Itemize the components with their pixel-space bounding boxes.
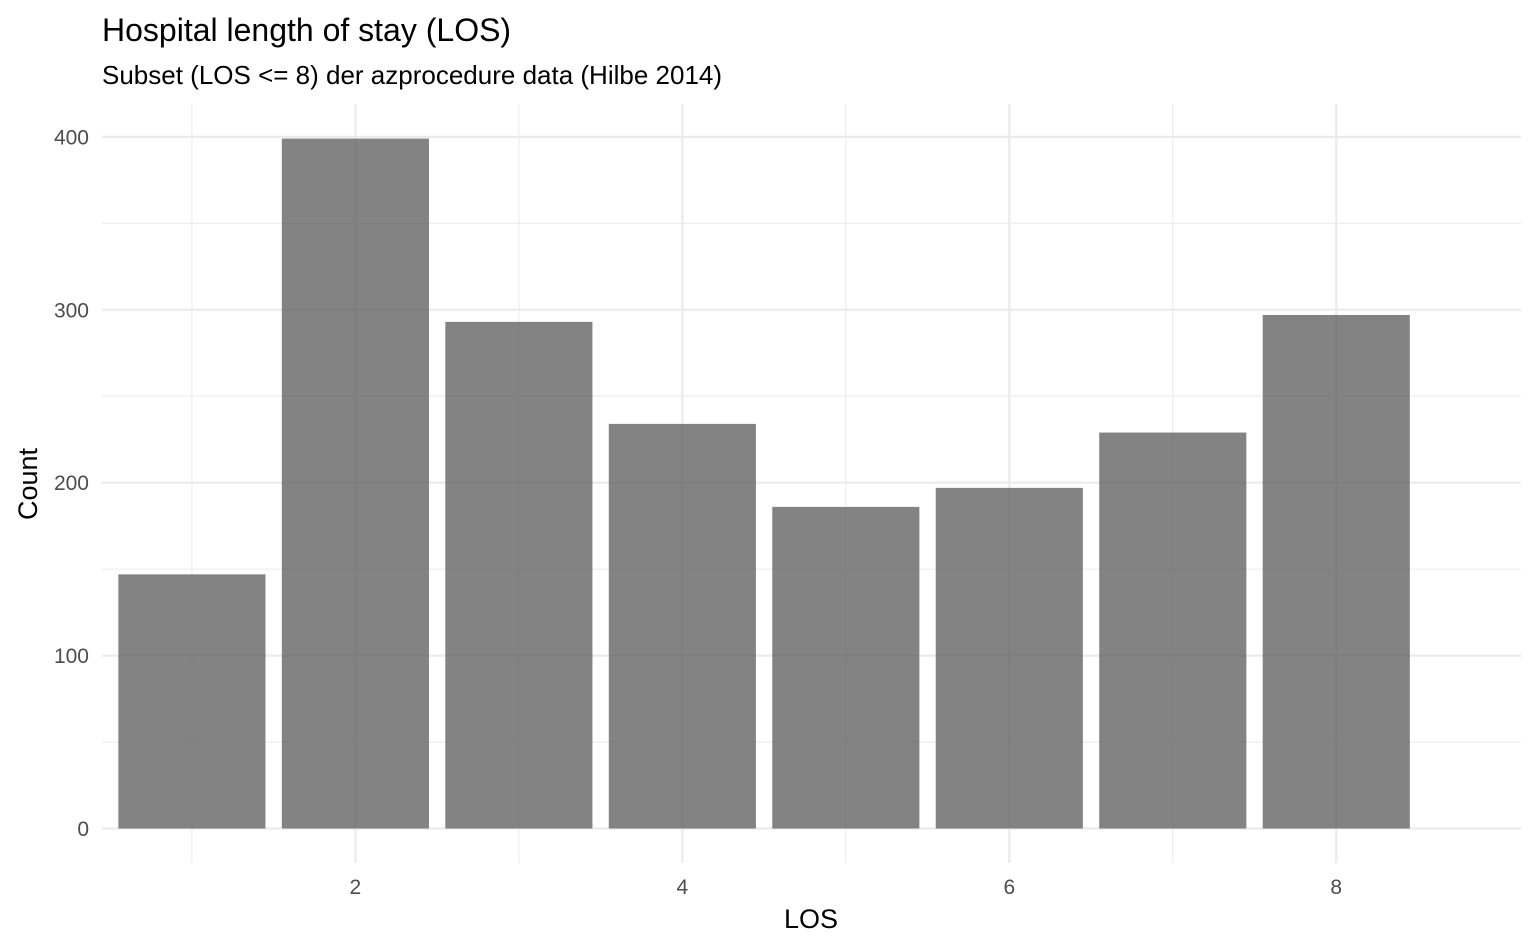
y-tick-label: 300	[54, 299, 89, 322]
x-tick-label: 8	[1330, 876, 1342, 899]
y-tick-label: 400	[54, 126, 89, 149]
y-tick-label: 200	[54, 472, 89, 495]
y-axis-title: Count	[13, 447, 43, 520]
x-tick-label: 2	[350, 876, 362, 899]
bar-los-3	[445, 321, 593, 829]
bar-los-5	[772, 506, 920, 829]
bar-los-8	[1262, 314, 1410, 829]
bar-los-6	[935, 487, 1083, 829]
bar-los-1	[118, 574, 266, 829]
y-axis-ticks: 0 100 200 300 400	[54, 126, 89, 841]
bar-los-7	[1099, 432, 1247, 829]
x-axis-title: LOS	[784, 904, 838, 934]
chart-title: Hospital length of stay (LOS)	[102, 12, 511, 48]
y-tick-label: 0	[77, 818, 89, 841]
bar-los-2	[281, 138, 429, 829]
chart-subtitle: Subset (LOS <= 8) der azprocedure data (…	[102, 60, 722, 90]
x-axis-ticks: 2 4 6 8	[350, 876, 1343, 899]
bar-los-4	[608, 423, 756, 829]
y-tick-label: 100	[54, 645, 89, 668]
x-tick-label: 6	[1003, 876, 1015, 899]
x-tick-label: 4	[677, 876, 689, 899]
bars	[118, 138, 1410, 829]
